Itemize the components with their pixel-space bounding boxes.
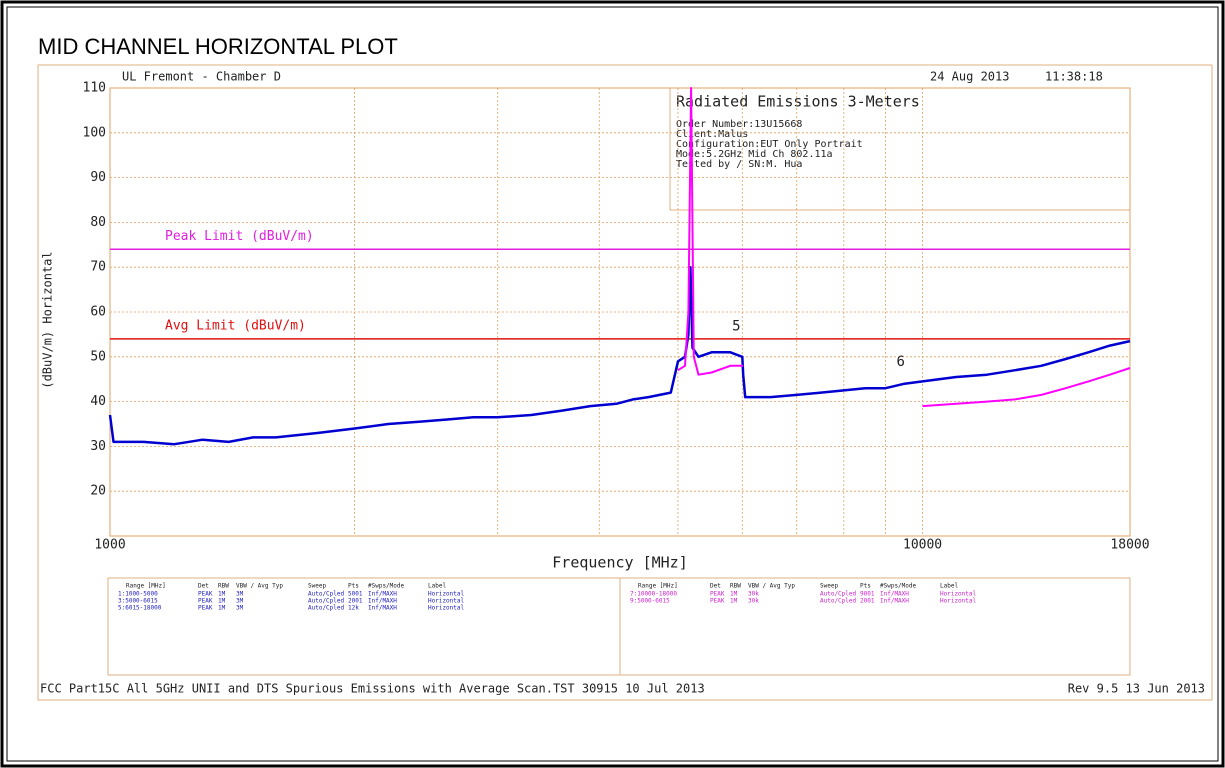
table-cell: 5:6015-18000 [118,605,162,612]
table-header: VBW / Avg Typ [236,583,283,590]
table-cell: 30k [748,598,759,605]
table-cell: 3M [236,605,244,612]
info-line: Mode:5.2GHz Mid Ch 802.11a [676,149,833,160]
table-cell: 1M [218,598,226,605]
page-title: MID CHANNEL HORIZONTAL PLOT [38,34,398,59]
y-tick-label: 80 [90,215,106,230]
table-cell: Inf/MAXH [368,605,397,612]
inner-border [6,6,1219,762]
info-line: Configuration:EUT Only Portrait [676,139,863,150]
info-title: Radiated Emissions 3-Meters [676,93,920,111]
limit-label: Avg Limit (dBuV/m) [165,318,306,333]
table-header: Sweep [308,583,326,590]
table-header: Pts [860,583,871,590]
table-cell: PEAK [710,591,725,598]
y-tick-label: 40 [90,394,106,409]
site: UL Fremont - Chamber D [122,70,281,84]
y-tick-label: 110 [83,81,106,96]
table-cell: 1M [730,598,738,605]
date: 24 Aug 2013 [930,70,1009,84]
table-cell: Inf/MAXH [880,598,909,605]
plot-area [109,87,1131,537]
limit-label: Peak Limit (dBuV/m) [165,229,314,244]
y-tick-label: 60 [90,305,106,320]
table-header: Label [940,583,958,590]
y-tick-label: 70 [90,260,106,275]
y-axis-label: (dBuV/m) Horizontal [41,251,55,388]
table-header: Sweep [820,583,838,590]
table-cell: 9:5000-6015 [630,598,670,605]
table-header: Label [428,583,446,590]
info-line: Client:Malus [676,129,748,140]
table-cell: Auto/Cpled [308,605,345,612]
x-axis-label: Frequency [MHz] [552,554,687,572]
table-cell: 9001 [860,591,875,598]
info-line: Order Number:13U15668 [676,119,802,130]
table-cell: 7:10000-18000 [630,591,677,598]
table-header: Det [198,583,209,590]
table-cell: 5001 [348,591,363,598]
x-tick-label: 18000 [1110,538,1149,553]
info-line: Tested by / SN:M. Hua [676,159,802,170]
table-header: RBW [730,583,741,590]
table-cell: PEAK [198,605,213,612]
table-header: Range [MHz] [638,583,678,590]
table-cell: 2001 [348,598,363,605]
table-box [107,577,1131,676]
trace [108,265,1131,446]
table-cell: 3:5000-6015 [118,598,158,605]
footer-left: FCC Part15C All 5GHz UNII and DTS Spurio… [40,682,705,696]
marker-label: 5 [732,318,740,334]
table-cell: Inf/MAXH [368,591,397,598]
table-cell: 2001 [860,598,875,605]
y-tick-label: 100 [83,125,106,140]
table-cell: 1:1000-5000 [118,591,158,598]
trace [677,87,1131,408]
footer-right: Rev 9.5 13 Jun 2013 [1068,682,1205,696]
table-cell: Horizontal [428,605,465,612]
table-cell: 3M [236,591,244,598]
table-cell: PEAK [710,598,725,605]
table-cell: PEAK [198,598,213,605]
table-cell: Horizontal [428,598,465,605]
table-cell: Horizontal [428,591,465,598]
table-cell: Inf/MAXH [368,598,397,605]
x-tick-label: 10000 [903,538,942,553]
time: 11:38:18 [1045,70,1103,84]
y-tick-label: 20 [90,484,106,499]
table-cell: 1M [730,591,738,598]
table-header: Pts [348,583,359,590]
y-tick-label: 90 [90,170,106,185]
table-cell: Auto/Cpled [308,598,345,605]
table-cell: Horizontal [940,598,977,605]
table-header: #Swps/Mode [880,583,917,590]
marker-label: 6 [897,354,905,370]
table-cell: PEAK [198,591,213,598]
table-cell: 1M [218,591,226,598]
table-header: Range [MHz] [126,583,166,590]
x-tick-label: 1000 [94,538,125,553]
table-header: Det [710,583,721,590]
table-cell: 12k [348,605,359,612]
table-header: VBW / Avg Typ [748,583,795,590]
table-cell: 1M [218,605,226,612]
table-cell: Auto/Cpled [308,591,345,598]
table-cell: Auto/Cpled [820,598,857,605]
table-header: RBW [218,583,229,590]
table-header: #Swps/Mode [368,583,405,590]
plot-frame [37,64,1213,701]
y-tick-label: 50 [90,349,106,364]
y-tick-label: 30 [90,439,106,454]
table-cell: Horizontal [940,591,977,598]
table-cell: Inf/MAXH [880,591,909,598]
table-cell: 30k [748,591,759,598]
table-cell: 3M [236,598,244,605]
table-cell: Auto/Cpled [820,591,857,598]
